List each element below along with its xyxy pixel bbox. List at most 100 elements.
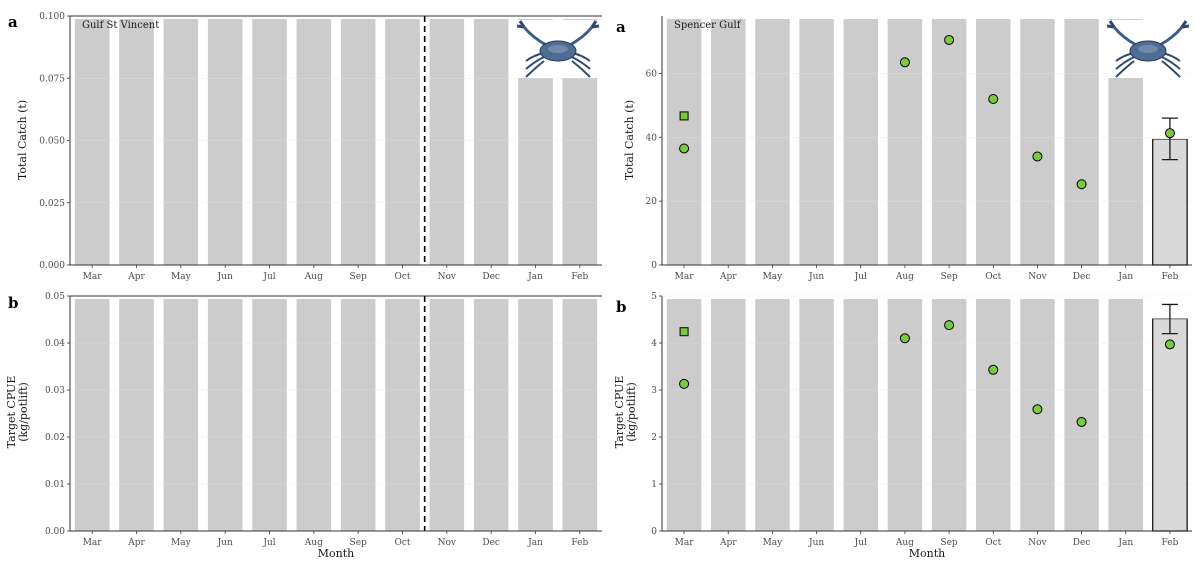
x-tick-label: Sep	[940, 538, 957, 548]
crab-arm	[569, 26, 594, 47]
data-point-circle-nov	[1032, 151, 1043, 162]
y-tick-label: 0.01	[45, 480, 65, 490]
panel-letter: b	[8, 294, 19, 312]
month-column-may	[755, 19, 790, 265]
x-tick-label: Feb	[1161, 272, 1178, 282]
data-point-square-mar	[679, 327, 689, 337]
crab-leg	[1161, 56, 1181, 70]
x-tick-label: Feb	[571, 538, 588, 548]
month-column-jun	[207, 299, 243, 531]
x-tick-label: Nov	[1028, 272, 1047, 282]
month-column-mar	[666, 19, 702, 265]
x-tick-label: Apr	[719, 272, 737, 282]
x-tick-label: Jan	[1117, 272, 1133, 282]
month-column-jun	[207, 19, 243, 265]
month-column-nov	[429, 19, 465, 265]
x-tick-label: Dec	[482, 272, 500, 282]
x-tick-label: Mar	[675, 538, 695, 548]
panel-sg-cpue: Mar Apr May Jun Jul Aug Sep Oct Nov Dec Jan Feb 0 1 2 3…	[613, 292, 1192, 560]
x-tick-label: May	[171, 272, 192, 282]
crab-arm	[522, 26, 547, 47]
crab-leg	[1115, 56, 1135, 70]
y-tick-label: 0	[651, 527, 657, 537]
data-point-circle-aug	[899, 333, 910, 344]
month-column-aug	[296, 19, 332, 265]
month-column-oct	[976, 19, 1011, 265]
panel-sg-catch: Mar Apr May Jun Jul Aug Sep Oct Nov Dec Jan Feb 0 20 4…	[616, 16, 1192, 282]
x-tick-label: Nov	[1028, 538, 1047, 548]
y-tick-label: 0.100	[39, 12, 65, 22]
y-tick-label: 0.03	[45, 386, 65, 396]
x-tick-label: Mar	[675, 272, 695, 282]
x-tick-label: Mar	[83, 538, 103, 548]
month-column-sep	[931, 19, 967, 265]
x-tick-label: Apr	[719, 538, 737, 548]
y-tick-label: 0.025	[39, 199, 65, 209]
y-axis-title-line: Target CPUE	[613, 376, 626, 449]
crab-leg	[571, 60, 591, 78]
y-tick-label: 0.000	[39, 261, 65, 271]
month-column-sep	[340, 19, 376, 265]
month-column-apr	[711, 299, 746, 531]
crab-carapace-highlight	[548, 45, 568, 53]
y-axis-title: Target CPUE(kg/potlift)	[5, 376, 30, 449]
month-column-jan	[518, 299, 553, 531]
y-axis-title-line: (kg/potlift)	[17, 382, 30, 442]
month-column-nov	[1020, 299, 1055, 531]
data-point-circle-nov	[1032, 404, 1043, 415]
month-column-nov	[429, 299, 465, 531]
data-point-circle-feb	[1164, 339, 1175, 350]
feb-mean-bar	[1152, 317, 1188, 532]
month-column-dec	[1064, 299, 1099, 531]
x-tick-label: Oct	[394, 538, 410, 548]
crab-leg	[525, 56, 545, 70]
y-tick-label: 0.04	[45, 339, 65, 349]
x-tick-label: Jun	[808, 272, 824, 282]
x-tick-label: Aug	[304, 272, 323, 282]
data-point-circle-dec	[1076, 416, 1087, 427]
month-column-sep	[931, 299, 967, 531]
month-column-jul	[252, 299, 287, 531]
x-tick-label: Jan	[1117, 538, 1133, 548]
crab-leg	[1115, 60, 1135, 78]
y-axis-title: Total Catch (t)	[623, 100, 636, 180]
data-point-circle-dec	[1076, 179, 1087, 190]
x-tick-label: Jun	[808, 538, 824, 548]
panel-gsv-cpue: Mar Apr May Jun Jul Aug Sep Oct Nov Dec Jan Feb 0.00…	[5, 292, 602, 560]
panel-letter: a	[616, 18, 626, 36]
y-tick-label: 0	[651, 261, 657, 271]
y-tick-label: 4	[651, 339, 657, 349]
y-tick-label: 0.00	[45, 527, 65, 537]
x-tick-label: Aug	[895, 272, 914, 282]
region-label: Spencer Gulf	[674, 20, 742, 31]
data-point-circle-mar	[679, 378, 690, 389]
month-column-mar	[74, 19, 110, 265]
month-column-oct	[976, 299, 1011, 531]
x-tick-label: Sep	[940, 272, 957, 282]
x-tick-label: Oct	[394, 272, 410, 282]
month-column-oct	[385, 19, 420, 265]
month-column-apr	[119, 19, 154, 265]
crab-arm	[1112, 26, 1137, 47]
y-tick-label: 0.02	[45, 433, 65, 443]
y-tick-label: 2	[651, 433, 657, 443]
region-label: Gulf St Vincent	[82, 20, 159, 31]
x-tick-label: Oct	[985, 538, 1001, 548]
data-point-circle-oct	[988, 94, 999, 104]
y-tick-label: 0.05	[45, 292, 65, 302]
x-tick-label: Jan	[527, 272, 543, 282]
x-tick-label: Sep	[350, 538, 367, 548]
x-tick-label: Jul	[262, 538, 275, 548]
x-axis-title: Month	[909, 547, 945, 558]
x-tick-label: Nov	[438, 272, 457, 282]
month-column-jul	[252, 19, 287, 265]
x-tick-label: Jan	[527, 538, 543, 548]
x-tick-label: Jul	[854, 538, 867, 548]
x-axis-title: Month	[318, 547, 354, 558]
crab-leg	[1161, 60, 1181, 78]
panel-letter: b	[616, 298, 627, 316]
y-tick-label: 40	[646, 133, 658, 143]
crab-claw	[590, 20, 600, 29]
month-column-nov	[1020, 19, 1055, 265]
